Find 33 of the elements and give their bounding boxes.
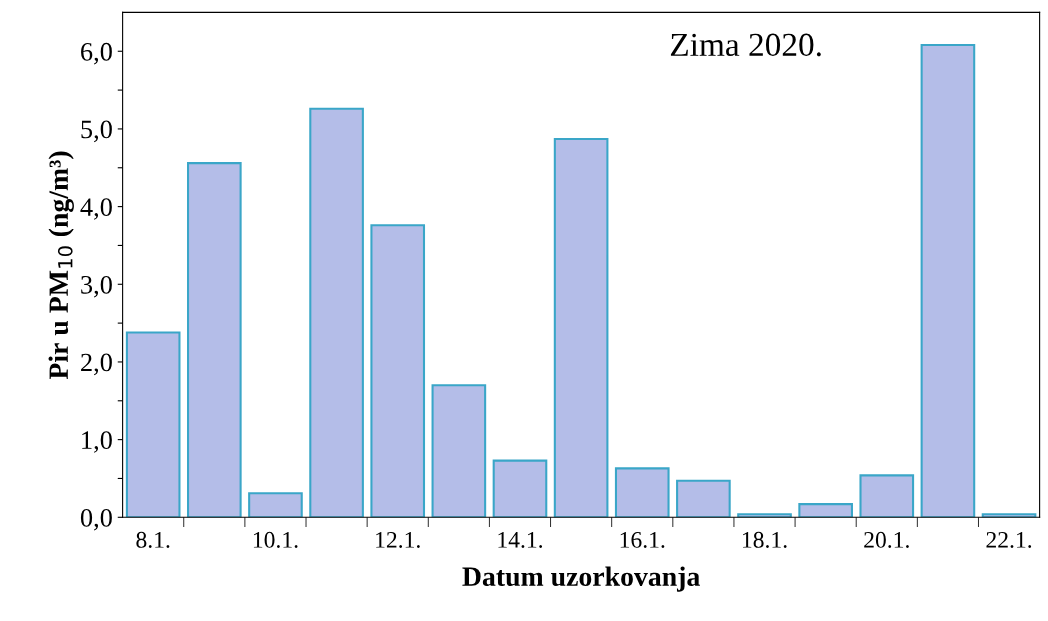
y-tick-label: 3,0 xyxy=(81,275,112,298)
bar xyxy=(248,492,303,518)
x-axis-title: Datum uzorkovanja xyxy=(462,566,700,592)
bar xyxy=(798,503,853,518)
bar xyxy=(859,474,915,518)
x-tick-label: 10.1. xyxy=(253,531,298,548)
x-tick-label: 14.1. xyxy=(498,531,543,548)
y-tick-label: 0,0 xyxy=(80,508,112,531)
bar xyxy=(125,331,181,518)
bar xyxy=(186,162,242,518)
y-tick-label: 4,0 xyxy=(80,198,112,220)
x-tick-label: 8.1. xyxy=(136,531,170,548)
x-tick-label: 22.1. xyxy=(986,531,1032,548)
annotation: Zima 2020. xyxy=(670,33,821,57)
bar xyxy=(553,137,609,518)
y-tick-label: 6,0 xyxy=(81,42,112,65)
bar xyxy=(614,467,670,518)
bar xyxy=(981,513,1037,518)
bar xyxy=(309,107,364,518)
bar xyxy=(737,513,792,518)
x-tick-label: 16.1. xyxy=(620,531,665,548)
x-tick-label: 12.1. xyxy=(376,531,420,548)
y-tick-label: 5,0 xyxy=(81,120,112,143)
y-axis-title: Pir u PM$_{10}$ (ng/m³) xyxy=(48,151,74,380)
bar xyxy=(676,479,731,518)
bar xyxy=(492,459,548,518)
y-tick-label: 1,0 xyxy=(82,431,112,453)
bar xyxy=(920,44,976,518)
x-tick-label: 18.1. xyxy=(742,531,787,548)
bar xyxy=(370,224,426,518)
bar xyxy=(431,384,487,518)
y-tick-label: 2,0 xyxy=(81,353,112,376)
x-tick-label: 20.1. xyxy=(864,531,909,548)
